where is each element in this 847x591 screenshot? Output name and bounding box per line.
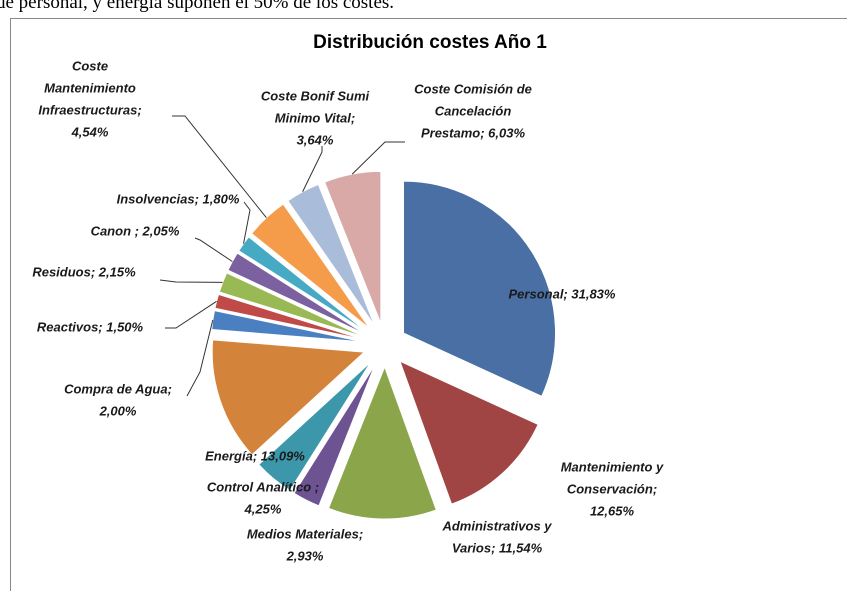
caption: de personal, y energía suponen el 50% de… — [0, 0, 395, 13]
data-label: Medios Materiales; — [247, 526, 363, 541]
leader-line — [302, 146, 323, 192]
data-label: Minimo Vital; — [275, 110, 355, 125]
pie-slice — [287, 183, 376, 326]
pie-slice — [293, 364, 376, 507]
data-label: Varios; 11,54% — [452, 540, 543, 555]
leader-line — [159, 279, 223, 283]
pie-slice — [211, 339, 366, 456]
data-label: 2,00% — [99, 403, 137, 418]
chart-title: Distribución costes Año 1 — [313, 32, 547, 53]
leader-line — [172, 115, 267, 219]
leader-line — [165, 300, 217, 329]
data-label: Infraestructuras; — [38, 102, 141, 117]
pie-slice — [403, 180, 556, 398]
data-label: Mantenimiento — [44, 80, 136, 95]
data-label: Control Analítico ; — [207, 479, 319, 494]
data-label: 4,25% — [244, 501, 282, 516]
data-label: Prestamo; 6,03% — [421, 125, 525, 140]
data-label: Energía; 13,09% — [205, 448, 305, 463]
pie-slice — [327, 365, 437, 520]
pie-slice — [399, 360, 539, 505]
data-label: Mantenimiento y — [561, 459, 664, 474]
data-label: Coste Bonif Sumi — [261, 88, 370, 103]
data-label: 4,54% — [71, 124, 109, 139]
data-label: Reactivos; 1,50% — [37, 319, 144, 334]
pie-slice — [250, 203, 371, 330]
pie-slice — [323, 170, 382, 324]
leader-line — [194, 237, 233, 262]
data-label: 12,65% — [590, 503, 635, 518]
leader-line — [243, 201, 251, 244]
chart-border — [10, 18, 847, 591]
pie-slice — [258, 361, 372, 492]
leader-line — [351, 141, 405, 175]
data-label: Compra de Agua; — [64, 381, 172, 396]
data-label: Residuos; 2,15% — [32, 264, 136, 279]
leader-line — [186, 319, 214, 397]
data-label: Conservación; — [567, 481, 657, 496]
data-label: Personal; 31,83% — [509, 286, 616, 301]
data-label: 2,93% — [286, 548, 324, 563]
data-label: Coste — [72, 58, 108, 73]
data-label: Coste Comisión de — [414, 81, 532, 96]
data-label: Cancelación — [435, 103, 512, 118]
data-label: 3,64% — [297, 132, 334, 147]
data-label: Insolvencias; 1,80% — [117, 191, 240, 206]
data-label: Canon ; 2,05% — [91, 223, 180, 238]
data-label: Administrativos y — [441, 518, 552, 533]
